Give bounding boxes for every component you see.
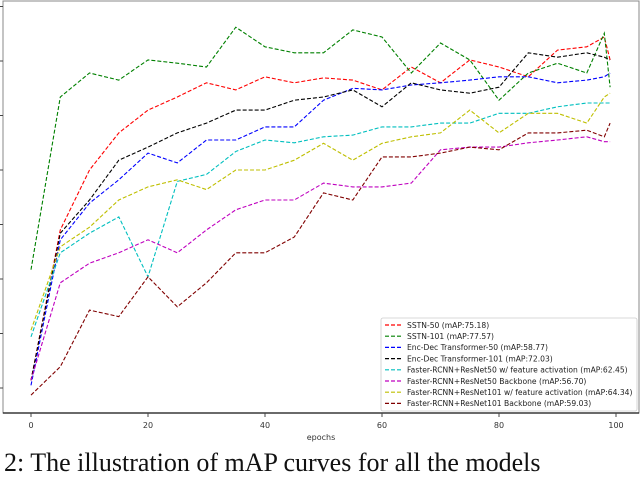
series-line-1	[30, 26, 611, 270]
series-line-6	[30, 92, 611, 331]
y-ticks	[0, 6, 3, 389]
x-tick-label: 20	[143, 421, 153, 430]
legend: SSTN-50 (mAP:75.18) SSTN-101 (mAP:77.57) E…	[380, 317, 638, 412]
x-ticks: 0 20 40 60 80 100	[28, 413, 624, 430]
legend-label: SSTN-101 (mAP:77.57)	[407, 332, 494, 341]
series-line-2	[30, 72, 611, 386]
series-line-0	[30, 36, 611, 381]
series-line-3	[30, 52, 611, 381]
series-line-7	[30, 122, 611, 396]
legend-box	[380, 317, 638, 412]
legend-label: Faster-RCNN+ResNet50 w/ feature activati…	[407, 366, 628, 375]
series-lines	[30, 26, 611, 396]
x-tick-label: 100	[608, 421, 623, 430]
x-axis-label: epochs	[307, 433, 336, 442]
x-tick-label: 60	[377, 421, 387, 430]
map-curves-chart: 0 20 40 60 80 100 epochs SSTN-50 (mAP:75.18)S…	[0, 0, 640, 442]
series-line-4	[30, 102, 611, 337]
legend-label: Enc-Dec Transformer-50 (mAP:58.77)	[407, 343, 548, 352]
x-tick-label: 0	[28, 421, 33, 430]
x-tick-label: 80	[494, 421, 504, 430]
legend-label: SSTN-50 (mAP:75.18)	[407, 321, 489, 330]
x-tick-label: 40	[260, 421, 270, 430]
legend-label: Enc-Dec Transformer-101 (mAP:72.03)	[407, 354, 553, 363]
legend-label: Faster-RCNN+ResNet50 Backbone (mAP:56.70…	[407, 377, 586, 386]
figure-caption: 2: The illustration of mAP curves for al…	[4, 448, 541, 477]
legend-label: Faster-RCNN+ResNet101 Backbone (mAP:59.0…	[407, 399, 591, 408]
legend-label: Faster-RCNN+ResNet101 w/ feature activat…	[407, 388, 632, 397]
